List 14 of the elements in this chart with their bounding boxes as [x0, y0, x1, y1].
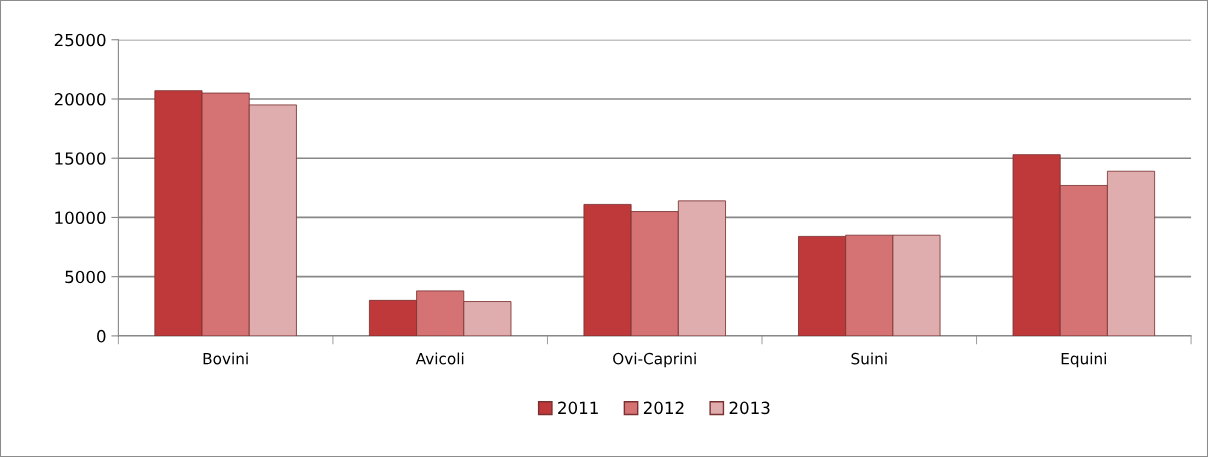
y-tick-label: 15000	[55, 152, 106, 165]
y-tick-label: 5000	[65, 270, 106, 284]
y-tick-label: 25000	[54, 33, 106, 47]
x-tick-label: Suini	[851, 352, 887, 365]
legend-label: 2012	[643, 401, 684, 415]
x-tick-label: Equini	[1061, 352, 1106, 368]
x-tick-label: Avicoli	[415, 352, 464, 365]
legend-label: 2011	[558, 401, 598, 415]
legend-label: 2013	[729, 401, 770, 415]
x-tick-label: Ovi-Caprini	[613, 352, 696, 368]
y-tick-label: 10000	[55, 211, 106, 225]
y-tick-label: 20000	[54, 92, 106, 106]
y-tick-label: 0	[97, 329, 106, 343]
x-tick-label: Bovini	[203, 352, 248, 365]
